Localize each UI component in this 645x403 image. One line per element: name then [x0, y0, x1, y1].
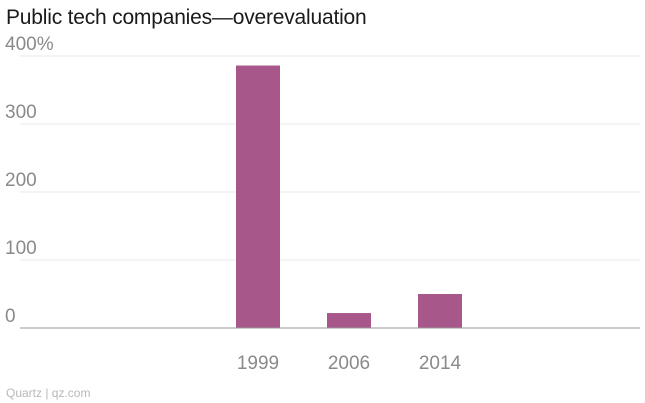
bar-2014: [418, 294, 462, 328]
y-axis-ticks: 0 100 200 300 400%: [5, 34, 54, 327]
bar-2006: [327, 313, 371, 328]
x-tick-label-1999: 1999: [237, 353, 279, 374]
y-tick-label-300: 300: [5, 102, 37, 123]
x-tick-label-2006: 2006: [328, 353, 370, 374]
y-tick-label-0: 0: [5, 306, 16, 327]
x-axis-ticks: 1999 2006 2014: [237, 353, 462, 374]
bars: [236, 65, 462, 329]
bar-1999: [236, 65, 280, 329]
source-credit: Quartz | qz.com: [6, 386, 91, 400]
y-tick-label-100: 100: [5, 238, 37, 259]
x-tick-label-2014: 2014: [419, 353, 462, 374]
y-tick-label-200: 200: [5, 170, 37, 191]
y-tick-label-400: 400%: [5, 34, 54, 55]
gridlines: [20, 55, 640, 261]
chart-title: Public tech companies—overevaluation: [6, 6, 367, 29]
